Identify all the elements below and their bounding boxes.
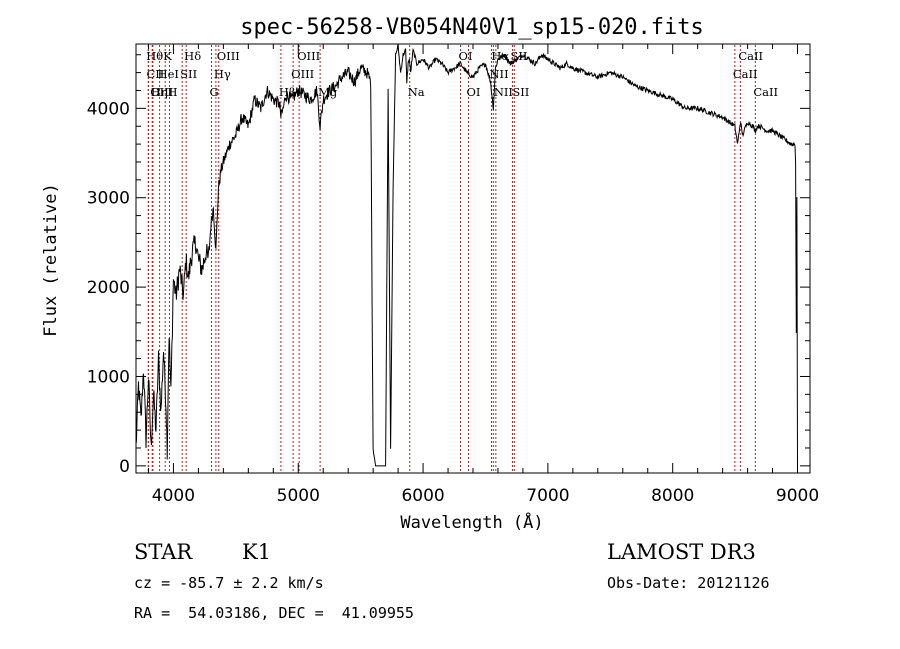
spectral-line-label: Hη (151, 85, 168, 99)
spectral-line-label: OIII (217, 49, 240, 63)
survey-name: LAMOST DR3 (607, 540, 756, 564)
spectral-line-label: SII (180, 67, 197, 81)
spectral-line-label: Na (408, 85, 425, 99)
sky-coordinates: RA = 54.03186, DEC = 41.09955 (134, 604, 414, 622)
spectral-line-label: CII (146, 67, 164, 81)
spectral-line-label: HeI (158, 67, 179, 81)
object-class: STAR (134, 540, 193, 564)
observation-date: Obs-Date: 20121126 (607, 574, 770, 592)
y-axis-ticks: 0 1000 2000 3000 4000 (87, 54, 810, 477)
chart-title: spec-56258-VB054N40V1_sp15-020.fits (240, 15, 704, 40)
spectral-line-label: H (167, 85, 177, 99)
spectral-line-label: G (210, 85, 219, 99)
spectrum-line (135, 43, 798, 467)
spectral-line-label: Hγ (214, 67, 231, 81)
y-tick-label: 2000 (87, 278, 130, 298)
x-tick-label: 9000 (776, 486, 819, 506)
spectral-line-label: SII (512, 85, 529, 99)
spectral-line-markers (147, 45, 756, 472)
x-tick-label: 6000 (401, 486, 444, 506)
spectral-line-label: OI (467, 85, 481, 99)
spectral-line-label: Hθ (146, 49, 163, 63)
x-tick-label: 7000 (526, 486, 569, 506)
spectral-line-label: NII (494, 85, 513, 99)
x-tick-label: 4000 (152, 486, 195, 506)
spectral-line-label: NII (489, 67, 508, 81)
object-subclass: K1 (242, 540, 272, 564)
spectral-line-label: CaII (733, 67, 758, 81)
spectral-line-label: CaII (753, 85, 778, 99)
x-tick-label: 5000 (277, 486, 320, 506)
spectral-line-label: Hδ (184, 49, 201, 63)
spectral-line-label: OIII (150, 85, 173, 99)
x-tick-label: 8000 (651, 486, 694, 506)
redshift-readout: cz = -85.7 ± 2.2 km/s (134, 574, 324, 592)
y-tick-label: 4000 (87, 99, 130, 119)
y-tick-label: 0 (119, 457, 130, 477)
spectral-line-label: CaII (738, 49, 763, 63)
y-tick-label: 3000 (87, 189, 130, 209)
y-axis-title: Flux (relative) (41, 183, 61, 337)
x-axis-title: Wavelength (Å) (400, 511, 543, 533)
spectral-line-label: OIII (297, 49, 320, 63)
y-tick-label: 1000 (87, 367, 130, 387)
spectral-line-label: K (163, 49, 172, 63)
spectral-line-label: OI (459, 49, 473, 63)
plot-frame (135, 43, 811, 474)
x-axis-ticks: 4000 5000 6000 7000 8000 9000 (147, 44, 819, 506)
spectral-line-label: OIII (291, 67, 314, 81)
